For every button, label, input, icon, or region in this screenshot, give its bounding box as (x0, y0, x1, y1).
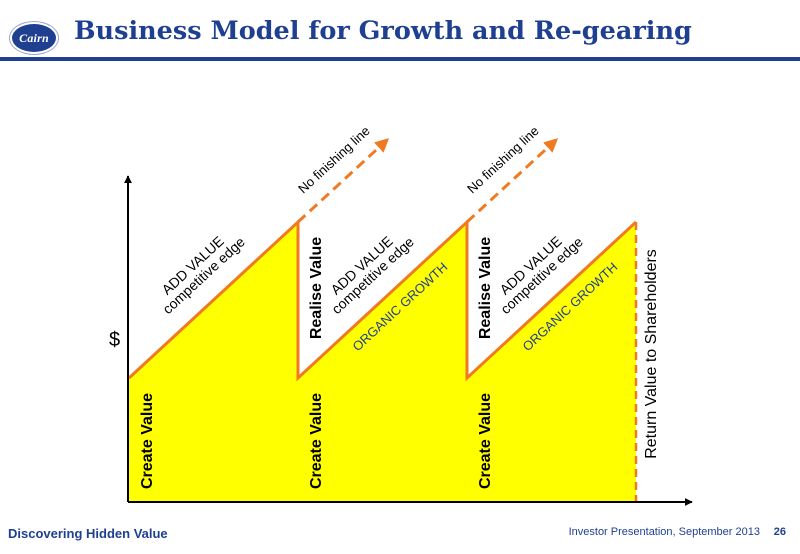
no-finishing-line-label-2: No finishing line (464, 123, 542, 196)
extension-arrow-1 (296, 138, 390, 224)
value-sawtooth-line (127, 218, 638, 382)
title-divider (0, 57, 800, 61)
create-value-label-1: Create Value (139, 393, 156, 489)
page-title: Business Model for Growth and Re-gearing (74, 16, 692, 46)
realise-value-label-2: Realise Value (477, 237, 494, 339)
page-number: 26 (773, 526, 786, 538)
no-finishing-line-label-1: No finishing line (295, 123, 373, 196)
return-value-label: Return Value to Shareholders (643, 249, 660, 459)
footer-meta: Investor Presentation, September 2013 (568, 526, 760, 538)
logo-text: Cairn (19, 30, 49, 45)
footer-tagline: Discovering Hidden Value (8, 526, 168, 541)
cairn-logo: Cairn (10, 22, 58, 54)
realise-value-label-1: Realise Value (308, 237, 325, 339)
create-value-label-2: Create Value (308, 393, 325, 489)
create-value-label-3: Create Value (477, 393, 494, 489)
extension-arrow-2 (465, 138, 559, 224)
value-area (129, 222, 636, 502)
y-axis-label: $ (109, 329, 120, 351)
